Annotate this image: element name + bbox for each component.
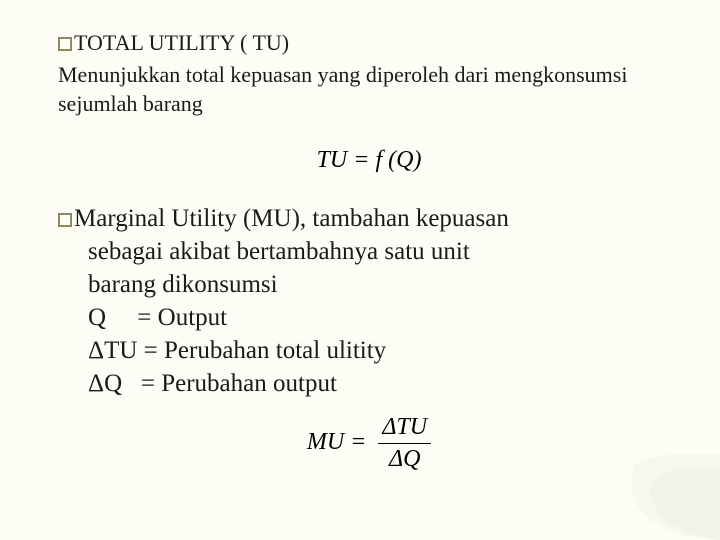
formula1-rhs: f (Q) xyxy=(375,147,421,173)
definition-dq: ΔQ = Perubahan output xyxy=(88,367,680,400)
section1-body: Menunjukkan total kepuasan yang diperole… xyxy=(58,60,680,119)
definition-q: Q = Output xyxy=(88,301,680,334)
fraction: ΔTU ΔQ xyxy=(378,414,431,473)
section1-title-text: TOTAL UTILITY ( TU) xyxy=(74,30,289,55)
definition-dtu: ΔTU = Perubahan total ulitity xyxy=(88,334,680,367)
equals-sign: = xyxy=(353,147,375,173)
fraction-numerator: ΔTU xyxy=(378,414,431,444)
equals-sign: = xyxy=(350,429,372,455)
fraction-denominator: ΔQ xyxy=(378,444,431,473)
section2-line2: sebagai akibat bertambahnya satu unit xyxy=(88,235,680,268)
formula1-lhs: TU xyxy=(317,147,348,173)
bullet-icon xyxy=(58,37,72,51)
slide-content: TOTAL UTILITY ( TU) Menunjukkan total ke… xyxy=(58,28,680,473)
section2-line1: Marginal Utility (MU), tambahan kepuasan xyxy=(74,205,509,232)
formula-mu: MU = ΔTU ΔQ xyxy=(58,414,680,473)
section1-title: TOTAL UTILITY ( TU) xyxy=(58,28,680,58)
section2: Marginal Utility (MU), tambahan kepuasan… xyxy=(58,202,680,400)
formula2-lhs: MU xyxy=(307,429,344,455)
section2-line3: barang dikonsumsi xyxy=(88,268,680,301)
formula-tu: TU = f (Q) xyxy=(58,147,680,174)
bullet-icon xyxy=(58,213,72,227)
